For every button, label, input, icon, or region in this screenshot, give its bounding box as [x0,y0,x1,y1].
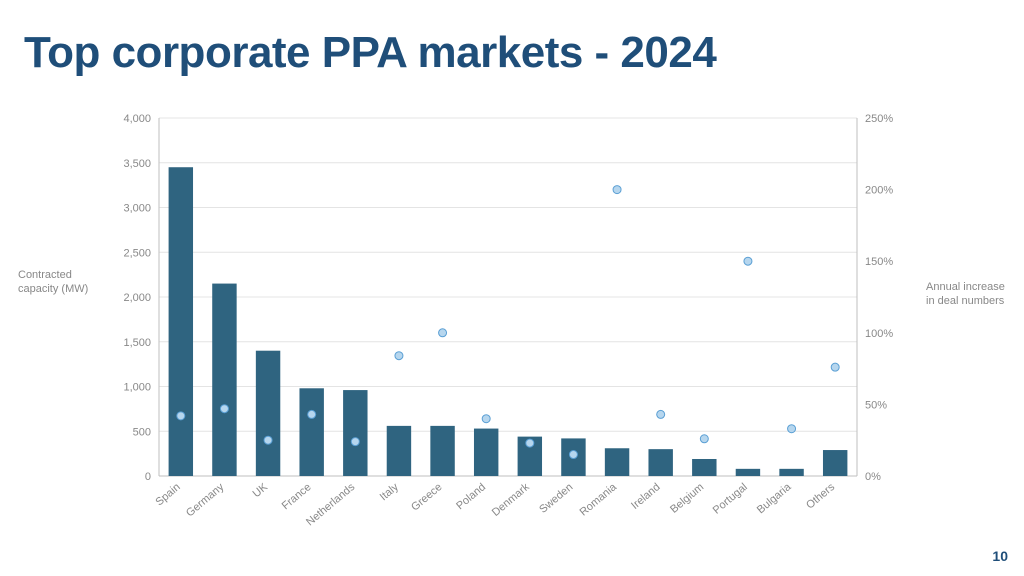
bar [779,469,803,476]
bar [430,426,454,476]
x-category-label: Netherlands [304,481,358,529]
x-category-label: Spain [153,481,182,508]
x-category-label: Bulgaria [755,481,794,517]
dot [351,438,359,446]
bar [256,351,280,476]
dot [613,186,621,194]
bar [343,390,367,476]
dot [439,329,447,337]
x-category-label: UK [251,481,271,500]
y-left-tick: 1,500 [123,337,151,349]
bar [823,450,847,476]
dot [264,436,272,444]
y-right-tick: 250% [865,113,893,125]
y-left-tick: 1,000 [123,382,151,394]
x-category-label: Denmark [490,481,532,519]
y-right-tick: 200% [865,185,893,197]
bar [169,167,193,476]
bar [692,459,716,476]
y-right-tick: 0% [865,471,881,483]
chart-svg: 0 500 1,000 1,500 2,000 2,500 3,000 3,500 4,000 0… [105,108,905,538]
y-left-tick: 0 [145,471,151,483]
y-axis-right-label: Annual increase in deal numbers [926,280,1012,309]
y-left-tick: 3,000 [123,203,151,215]
bar [736,469,760,476]
x-category-label: Germany [184,481,227,520]
ppa-chart: 0 500 1,000 1,500 2,000 2,500 3,000 3,500 4,000 0… [105,108,905,538]
y-right-tick: 100% [865,328,893,340]
x-category-label: Sweden [537,481,575,516]
dot [788,425,796,433]
bar [299,388,323,476]
y-right-tick: 150% [865,256,893,268]
x-category-label: Ireland [629,481,662,512]
bar [605,448,629,476]
x-category-label: France [280,481,314,512]
dot [308,410,316,418]
x-category-label: Belgium [668,481,706,516]
y-left-tick: 2,500 [123,247,151,259]
y-left-tick: 500 [133,426,151,438]
bar [474,429,498,476]
dot [657,410,665,418]
y-left-tick: 2,000 [123,292,151,304]
bar [648,449,672,476]
x-category-label: Others [804,481,837,512]
x-category-label: Italy [378,481,402,503]
dot [395,352,403,360]
y-left-tick: 3,500 [123,158,151,170]
x-category-label: Romania [578,481,620,519]
x-category-label: Portugal [711,481,750,517]
dot [482,415,490,423]
y-left-tick: 4,000 [123,113,151,125]
dot [700,435,708,443]
dot [831,363,839,371]
dot [744,257,752,265]
page-title: Top corporate PPA markets - 2024 [24,28,716,78]
bar [387,426,411,476]
y-right-tick: 50% [865,399,887,411]
x-category-label: Greece [409,481,444,513]
dot [526,439,534,447]
bar [212,284,236,476]
dot [177,412,185,420]
dot [220,405,228,413]
dot [569,451,577,459]
y-axis-left-label: Contracted capacity (MW) [18,268,98,297]
x-category-label: Poland [454,481,488,512]
page-number: 10 [992,548,1008,564]
